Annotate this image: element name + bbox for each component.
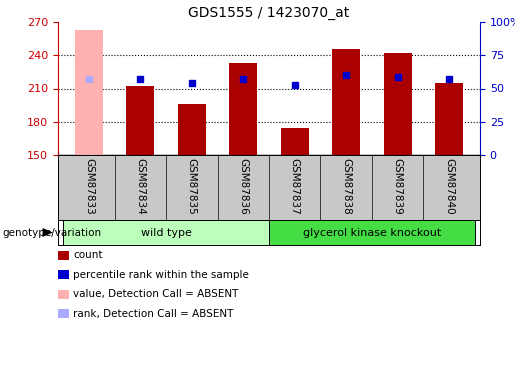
Bar [75,30,103,155]
Text: GSM87839: GSM87839 [392,158,403,215]
Text: wild type: wild type [141,228,192,237]
Text: GSM87840: GSM87840 [444,158,454,215]
Bar [126,86,154,155]
Text: GSM87833: GSM87833 [84,158,94,215]
Text: count: count [74,250,103,260]
Bar [332,49,360,155]
Bar [281,128,309,155]
Text: glycerol kinase knockout: glycerol kinase knockout [303,228,441,237]
Text: GSM87838: GSM87838 [341,158,351,215]
Bar [178,104,206,155]
Text: value, Detection Call = ABSENT: value, Detection Call = ABSENT [74,289,239,299]
Bar [269,220,475,245]
Text: GSM87836: GSM87836 [238,158,248,215]
Text: GSM87837: GSM87837 [290,158,300,215]
Text: genotype/variation: genotype/variation [3,228,101,237]
Bar [384,53,412,155]
Bar [435,83,464,155]
Text: GSM87834: GSM87834 [135,158,145,215]
Bar [229,63,258,155]
Text: percentile rank within the sample: percentile rank within the sample [74,270,249,279]
Title: GDS1555 / 1423070_at: GDS1555 / 1423070_at [188,6,350,20]
Bar [63,220,269,245]
Text: GSM87835: GSM87835 [187,158,197,215]
Text: rank, Detection Call = ABSENT: rank, Detection Call = ABSENT [74,309,234,318]
